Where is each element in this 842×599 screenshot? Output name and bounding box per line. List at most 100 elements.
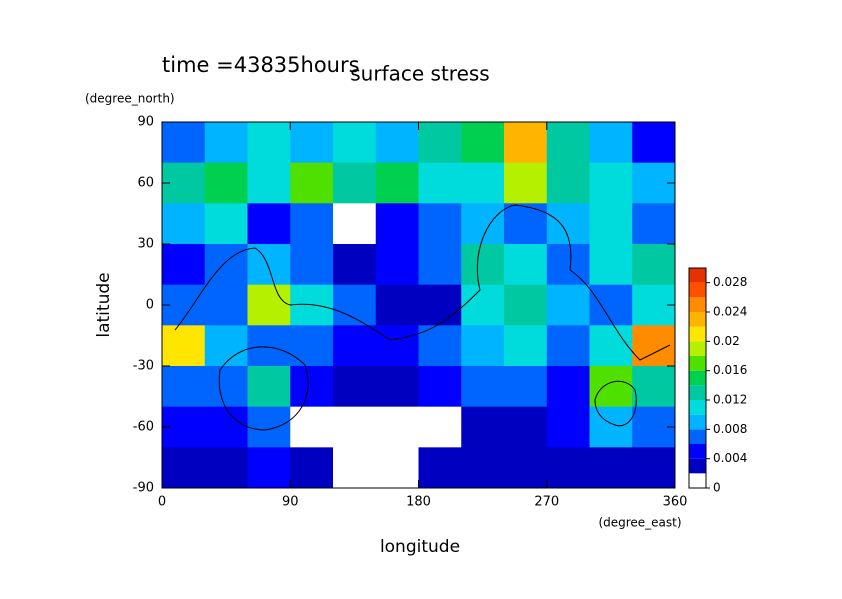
y-tick-label: 90 [137, 115, 154, 130]
cell [204, 325, 248, 367]
chart-subtitle: time =43835hours [162, 53, 360, 77]
cell [546, 244, 590, 286]
cell [375, 244, 419, 286]
y-axis-label: latitude [94, 272, 114, 337]
x-tick-label: 270 [534, 495, 559, 510]
cell [504, 284, 548, 326]
cell [290, 284, 334, 326]
cell [162, 203, 206, 245]
cell [589, 447, 633, 489]
cell [290, 366, 334, 408]
cell [632, 244, 676, 286]
colorbar-swatch [689, 385, 706, 400]
colorbar-swatch [689, 326, 706, 342]
cell [290, 162, 334, 204]
cell [632, 203, 676, 245]
colorbar-swatch [689, 429, 706, 444]
cell [333, 162, 377, 204]
x-tick-label: 0 [158, 495, 166, 510]
cell [461, 162, 505, 204]
y-tick-label: -60 [133, 420, 154, 435]
field [162, 122, 676, 489]
cell [204, 162, 248, 204]
cell [333, 122, 377, 164]
cell [418, 122, 462, 164]
cell [290, 203, 334, 245]
cell [162, 122, 206, 164]
cell [546, 447, 590, 489]
cell [247, 366, 291, 408]
cell [546, 325, 590, 367]
cell [504, 366, 548, 408]
cell [247, 406, 291, 448]
cell [333, 366, 377, 408]
cell [162, 244, 206, 286]
y-tick-label: 0 [146, 298, 154, 313]
x-tick-label: 360 [663, 495, 688, 510]
cell [418, 244, 462, 286]
cell [247, 284, 291, 326]
y-tick-label: 60 [137, 176, 154, 191]
cell [461, 122, 505, 164]
cell [546, 366, 590, 408]
colorbar-swatch [689, 268, 706, 283]
x-axis-label: longitude [380, 537, 460, 557]
cell [204, 447, 248, 489]
coastline [594, 380, 637, 427]
cell [375, 447, 419, 489]
cell [589, 406, 633, 448]
coastline [218, 346, 309, 431]
y-tick-label: -30 [133, 359, 154, 374]
cell [546, 162, 590, 204]
cell [546, 284, 590, 326]
cell [632, 447, 676, 489]
cell [375, 284, 419, 326]
colorbar-tick-label: 0.004 [713, 451, 747, 465]
colorbar-swatch [689, 341, 706, 356]
colorbar-swatch [689, 312, 706, 327]
colorbar-swatch [689, 370, 706, 386]
colorbar-swatch [689, 473, 706, 488]
cell [589, 325, 633, 367]
cell [632, 122, 676, 164]
cell [375, 366, 419, 408]
cell [504, 122, 548, 164]
cell [504, 406, 548, 448]
colorbar-tick-label: 0.012 [713, 393, 747, 407]
colorbar-tick-label: 0.024 [713, 305, 747, 319]
y-tick-label: -90 [133, 481, 154, 496]
cell [589, 203, 633, 245]
cell [461, 366, 505, 408]
cell [290, 325, 334, 367]
cell [333, 284, 377, 326]
cell [546, 406, 590, 448]
cell [504, 203, 548, 245]
cell [589, 284, 633, 326]
cell [290, 406, 334, 448]
cell [247, 162, 291, 204]
colorbar-tick-label: 0.008 [713, 422, 747, 436]
cell [461, 244, 505, 286]
coastline [174, 204, 671, 361]
colorbar-tick-label: 0.028 [713, 275, 747, 289]
x-unit: (degree_east) [598, 516, 681, 530]
cell [204, 203, 248, 245]
cell [375, 203, 419, 245]
cell [290, 244, 334, 286]
cell [375, 162, 419, 204]
colorbar-tick-label: 0 [713, 481, 721, 495]
cell [247, 244, 291, 286]
cell [461, 447, 505, 489]
cell [375, 325, 419, 367]
cell [461, 406, 505, 448]
cell [504, 325, 548, 367]
cell [461, 325, 505, 367]
cell [589, 244, 633, 286]
cell [247, 447, 291, 489]
cell [418, 406, 462, 448]
x-tick-label: 180 [406, 495, 431, 510]
cell [504, 447, 548, 489]
cell [504, 244, 548, 286]
cell [247, 122, 291, 164]
